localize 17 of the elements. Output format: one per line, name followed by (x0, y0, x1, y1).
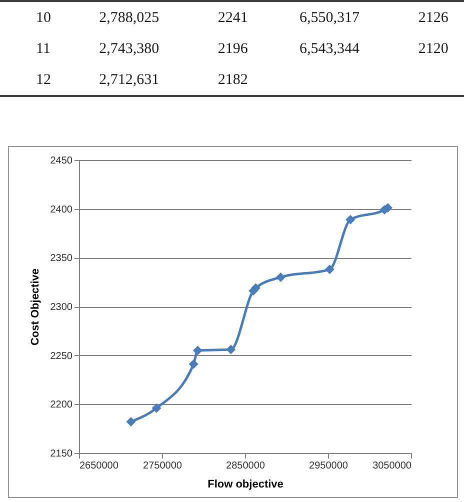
x-tick-label: 2850000 (226, 460, 266, 472)
x-tick-label: 3050000 (372, 460, 412, 472)
x-tick-label: 2950000 (309, 460, 348, 472)
x-tick-label: 2650000 (80, 460, 119, 472)
x-tick-label: 2750000 (143, 460, 182, 472)
y-tick-label: 2350 (50, 253, 73, 264)
y-axis-title: Cost Objective (29, 268, 42, 346)
text: 12 2,712,631 2182 (36, 72, 248, 88)
text: 10 2,788,025 2241 6,550,317 2126 (36, 10, 448, 26)
x-axis-title: Flow objective (208, 478, 284, 490)
y-tick-label: 2400 (50, 204, 73, 216)
y-tick-label: 2250 (50, 350, 73, 362)
text: 11 2,743,380 2196 6,543,344 2120 (36, 40, 448, 56)
y-tick-label: 2150 (50, 448, 73, 460)
y-tick-label: 2300 (50, 302, 73, 313)
y-tick-label: 2200 (50, 400, 73, 411)
y-tick-label: 2450 (50, 156, 73, 166)
